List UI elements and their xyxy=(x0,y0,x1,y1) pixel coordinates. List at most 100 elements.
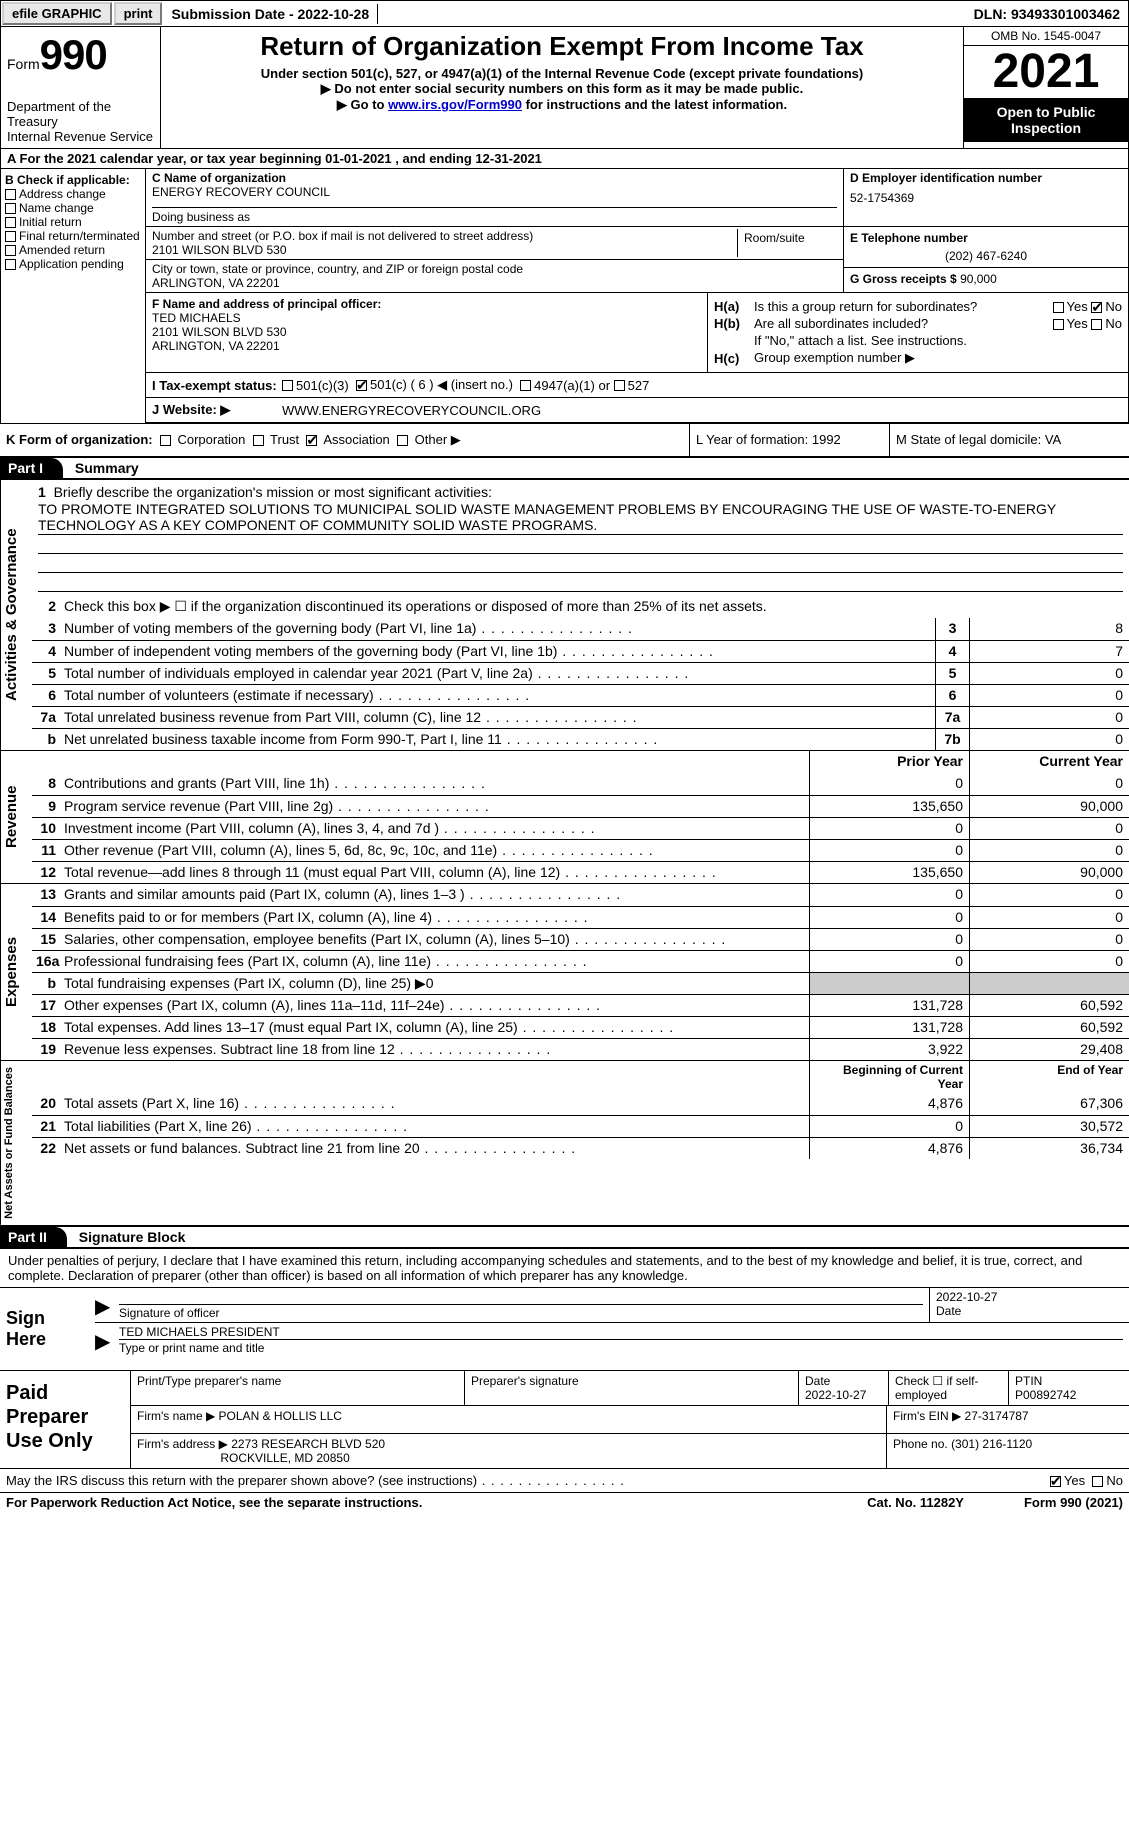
line-desc: Other expenses (Part IX, column (A), lin… xyxy=(60,995,809,1016)
l-year: L Year of formation: 1992 xyxy=(689,424,889,456)
officer-name: TED MICHAELS xyxy=(152,311,701,325)
line-num: 19 xyxy=(32,1039,60,1060)
ein-value: 52-1754369 xyxy=(850,191,1122,205)
line-box: 3 xyxy=(935,618,969,640)
ptin-label: PTIN xyxy=(1015,1374,1042,1388)
chk-501c3[interactable] xyxy=(282,380,293,391)
part2-title: Signature Block xyxy=(71,1229,186,1245)
line-desc: Salaries, other compensation, employee b… xyxy=(60,929,809,950)
k-opt-2: Association xyxy=(323,432,389,447)
b-item-3: Final return/terminated xyxy=(19,229,140,243)
chk-other[interactable] xyxy=(397,435,408,446)
prior-val: 0 xyxy=(809,818,969,839)
header-left: Form990 Department of the Treasury Inter… xyxy=(1,27,161,148)
chk-trust[interactable] xyxy=(253,435,264,446)
chk-address-change[interactable] xyxy=(5,189,16,200)
line-num: 21 xyxy=(32,1116,60,1137)
na-line: 20 Total assets (Part X, line 16) 4,876 … xyxy=(32,1093,1129,1115)
b-item-5: Application pending xyxy=(19,257,124,271)
prior-val: 4,876 xyxy=(809,1093,969,1115)
section-net-assets: Net Assets or Fund Balances Beginning of… xyxy=(0,1060,1129,1226)
sig-date: 2022-10-27 xyxy=(936,1290,1123,1304)
chk-initial-return[interactable] xyxy=(5,217,16,228)
line-num: 7a xyxy=(32,707,60,728)
exp-line: 18 Total expenses. Add lines 13–17 (must… xyxy=(32,1016,1129,1038)
chk-amended[interactable] xyxy=(5,245,16,256)
line-box: 7a xyxy=(935,707,969,728)
mission-text: TO PROMOTE INTEGRATED SOLUTIONS TO MUNIC… xyxy=(38,500,1123,535)
discuss-no[interactable] xyxy=(1092,1476,1103,1487)
prior-year-hdr: Prior Year xyxy=(809,751,969,773)
ha-no[interactable] xyxy=(1091,302,1102,313)
preparer-block: Paid Preparer Use Only Print/Type prepar… xyxy=(0,1371,1129,1469)
line-box: 5 xyxy=(935,663,969,684)
cur-val: 0 xyxy=(969,773,1129,795)
exp-line: 13 Grants and similar amounts paid (Part… xyxy=(32,884,1129,906)
line-desc: Total number of volunteers (estimate if … xyxy=(60,685,935,706)
print-button[interactable]: print xyxy=(114,2,163,25)
part2-num: Part II xyxy=(0,1227,67,1247)
cur-val: 90,000 xyxy=(969,862,1129,883)
gov-line: 5 Total number of individuals employed i… xyxy=(32,662,1129,684)
efile-label: efile GRAPHIC xyxy=(2,2,112,25)
sign-here-label: Sign Here xyxy=(0,1288,95,1370)
m-state: M State of legal domicile: VA xyxy=(889,424,1129,456)
chk-4947[interactable] xyxy=(520,380,531,391)
hb-yes[interactable] xyxy=(1053,319,1064,330)
line-num: 6 xyxy=(32,685,60,706)
k-opt-0: Corporation xyxy=(177,432,245,447)
ha-yes[interactable] xyxy=(1053,302,1064,313)
gov-line: 3 Number of voting members of the govern… xyxy=(32,618,1129,640)
line2-num: 2 xyxy=(32,596,60,618)
chk-pending[interactable] xyxy=(5,259,16,270)
exp-line: 19 Revenue less expenses. Subtract line … xyxy=(32,1038,1129,1060)
sign-here-block: Sign Here ▶ Signature of officer 2022-10… xyxy=(0,1287,1129,1371)
footer-question: May the IRS discuss this return with the… xyxy=(0,1469,1129,1493)
cur-val: 0 xyxy=(969,884,1129,906)
chk-corp[interactable] xyxy=(160,435,171,446)
prior-val: 0 xyxy=(809,907,969,928)
chk-assoc[interactable] xyxy=(306,435,317,446)
line-val: 0 xyxy=(969,663,1129,684)
section-governance: Activities & Governance 1 Briefly descri… xyxy=(0,479,1129,750)
prep-name-label: Print/Type preparer's name xyxy=(131,1371,465,1405)
prior-val: 135,650 xyxy=(809,796,969,817)
line-desc: Total revenue—add lines 8 through 11 (mu… xyxy=(60,862,809,883)
city-label: City or town, state or province, country… xyxy=(152,262,837,276)
cur-val: 0 xyxy=(969,929,1129,950)
b-item-1: Name change xyxy=(19,201,94,215)
line-box: 6 xyxy=(935,685,969,706)
part1-title: Summary xyxy=(67,460,139,476)
chk-name-change[interactable] xyxy=(5,203,16,214)
chk-527[interactable] xyxy=(614,380,625,391)
line-desc: Contributions and grants (Part VIII, lin… xyxy=(60,773,809,795)
prior-val: 131,728 xyxy=(809,1017,969,1038)
suite-label: Room/suite xyxy=(737,229,837,257)
form-header: Form990 Department of the Treasury Inter… xyxy=(0,27,1129,149)
begin-year-hdr: Beginning of Current Year xyxy=(809,1061,969,1093)
yes-label: Yes xyxy=(1067,299,1088,314)
cur-val: 60,592 xyxy=(969,995,1129,1016)
prior-val: 4,876 xyxy=(809,1138,969,1159)
discuss-yes[interactable] xyxy=(1050,1476,1061,1487)
line-desc: Other revenue (Part VIII, column (A), li… xyxy=(60,840,809,861)
firm-addr1: 2273 RESEARCH BLVD 520 xyxy=(231,1437,385,1451)
k-label: K Form of organization: xyxy=(6,432,153,447)
line-val: 0 xyxy=(969,707,1129,728)
hb-no[interactable] xyxy=(1091,319,1102,330)
irs-link[interactable]: www.irs.gov/Form990 xyxy=(388,97,522,112)
k-row: K Form of organization: Corporation Trus… xyxy=(0,424,1129,457)
line-num: 4 xyxy=(32,641,60,662)
dept-label: Department of the Treasury xyxy=(7,99,154,129)
part2-bar: Part II Signature Block xyxy=(0,1226,1129,1248)
e-label: E Telephone number xyxy=(850,231,1122,245)
chk-501c[interactable] xyxy=(356,380,367,391)
hc-text: Group exemption number ▶ xyxy=(754,350,1122,366)
section-expenses: Expenses 13 Grants and similar amounts p… xyxy=(0,883,1129,1060)
irs-label: Internal Revenue Service xyxy=(7,129,154,144)
line-desc: Revenue less expenses. Subtract line 18 … xyxy=(60,1039,809,1060)
prior-val: 3,922 xyxy=(809,1039,969,1060)
addr-label: Number and street (or P.O. box if mail i… xyxy=(152,229,737,243)
chk-final-return[interactable] xyxy=(5,231,16,242)
prior-val: 131,728 xyxy=(809,995,969,1016)
